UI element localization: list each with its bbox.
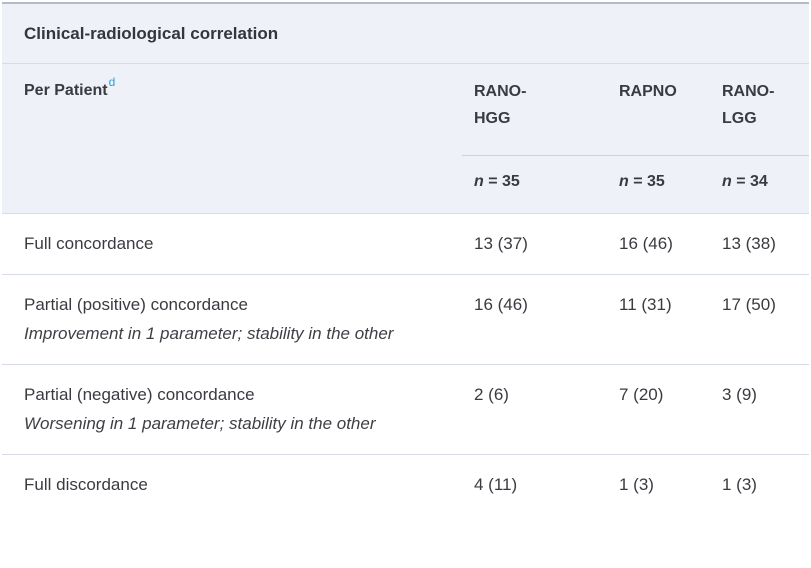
table-row: Partial (positive) concordance Improveme… [2,274,809,365]
row-sublabel: Improvement in 1 parameter; stability in… [24,324,394,343]
row-label-cell: Full discordance [2,454,462,515]
row-group-header: Per Patientd [2,63,462,214]
n-symbol: n [474,173,484,190]
cell-value: 3 (9) [710,364,809,455]
cell-value: 11 (31) [607,274,710,365]
column-header-rano-hgg: RANO- HGG [462,63,607,156]
cell-value: 16 (46) [607,213,710,275]
table-row: Full discordance 4 (11) 1 (3) 1 (3) [2,454,809,515]
row-label-cell: Full concordance [2,213,462,275]
cell-value: 4 (11) [462,454,607,515]
cell-value: 1 (3) [607,454,710,515]
row-label: Partial (positive) concordance [24,295,248,314]
cell-value: 16 (46) [462,274,607,365]
cell-value: 2 (6) [462,364,607,455]
table-row: Full concordance 13 (37) 16 (46) 13 (38) [2,213,809,275]
row-label: Full discordance [24,475,148,494]
n-value: = 34 [736,173,768,190]
row-label-cell: Partial (negative) concordance Worsening… [2,364,462,455]
n-value: = 35 [488,173,520,190]
column-header-rano-lgg: RANO- LGG [710,63,809,156]
row-sublabel: Worsening in 1 parameter; stability in t… [24,414,376,433]
table-title-row: Clinical-radiological correlation [2,3,809,64]
sample-size-rano-lgg: n = 34 [710,155,809,214]
table-title: Clinical-radiological correlation [2,3,809,64]
n-symbol: n [619,173,629,190]
n-value: = 35 [633,173,665,190]
sample-size-rapno: n = 35 [607,155,710,214]
row-group-label: Per Patient [24,82,108,99]
sample-size-row: n = 35 n = 35 n = 34 [2,155,809,214]
cell-value: 13 (37) [462,213,607,275]
clinical-radiological-correlation-table: Clinical-radiological correlation Per Pa… [2,2,809,515]
table-container: Clinical-radiological correlation Per Pa… [2,2,809,515]
footnote-d-link[interactable]: d [108,75,116,89]
column-header-row: Per Patientd RANO- HGG RAPNO RANO- LGG [2,63,809,214]
n-symbol: n [722,173,732,190]
row-label: Partial (negative) concordance [24,385,255,404]
cell-value: 17 (50) [710,274,809,365]
sample-size-rano-hgg: n = 35 [462,155,607,214]
cell-value: 7 (20) [607,364,710,455]
column-header-rapno: RAPNO [607,63,710,156]
cell-value: 13 (38) [710,213,809,275]
table-row: Partial (negative) concordance Worsening… [2,364,809,455]
row-label: Full concordance [24,234,154,253]
cell-value: 1 (3) [710,454,809,515]
row-label-cell: Partial (positive) concordance Improveme… [2,274,462,365]
